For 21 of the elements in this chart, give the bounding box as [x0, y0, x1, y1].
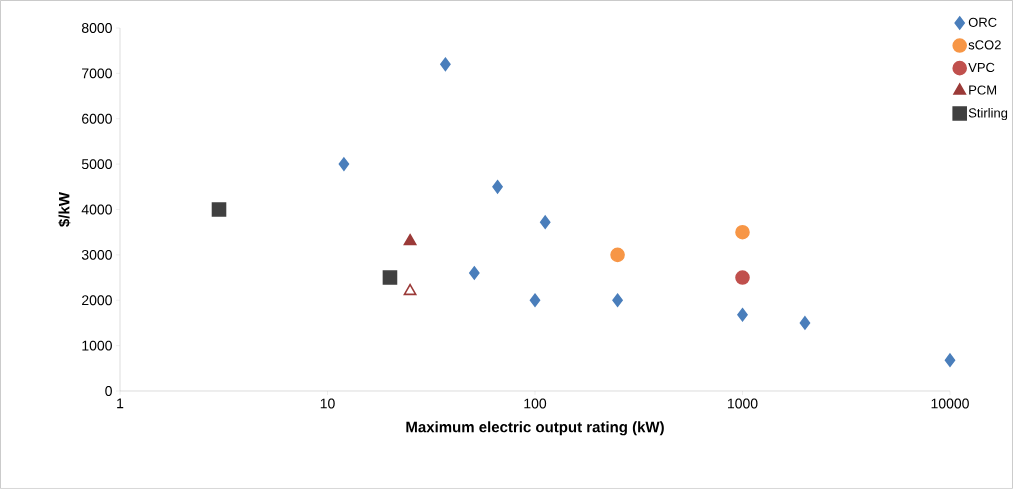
legend-label: Stirling	[968, 107, 1008, 121]
y-tick-label: 4000	[81, 204, 112, 215]
y-tick-label: 3000	[81, 249, 112, 260]
x-tick-label: 10000	[931, 398, 969, 409]
legend-label: VPC	[968, 62, 995, 73]
x-tick-label: 1	[117, 398, 124, 409]
legend-label: sCO2	[968, 40, 1001, 50]
y-tick-label: 0	[105, 386, 112, 396]
x-axis-title: Maximum electric output rating (kW)	[406, 421, 664, 436]
x-tick-label: 1000	[727, 398, 758, 409]
x-tick-label: 10	[320, 398, 335, 409]
y-tick-label: 8000	[81, 23, 112, 33]
y-tick-label: 1000	[82, 340, 112, 351]
y-tick-label: 2000	[82, 295, 112, 306]
legend-label: PCM	[969, 85, 997, 95]
x-tick-label: 100	[524, 398, 547, 409]
y-tick-label: 6000	[82, 113, 112, 124]
y-axis-title: $/kW	[58, 192, 71, 227]
y-tick-label: 7000	[82, 68, 112, 79]
legend-label: ORC	[968, 17, 997, 27]
y-tick-label: 5000	[81, 159, 112, 170]
